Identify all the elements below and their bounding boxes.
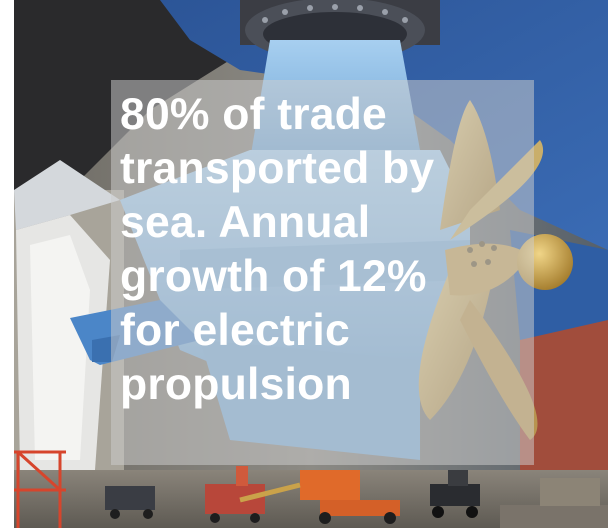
headline-line: for electric: [120, 306, 350, 355]
headline-line: propulsion: [120, 360, 352, 409]
text-overlay-panel: [111, 80, 534, 465]
headline-line: growth of 12%: [120, 252, 427, 301]
headline-line: transported by: [120, 144, 435, 193]
overlay-headline: 80% of trade transported by sea. Annual …: [120, 88, 520, 412]
headline-line: sea. Annual: [120, 198, 371, 247]
headline-line: 80% of trade: [120, 90, 388, 139]
